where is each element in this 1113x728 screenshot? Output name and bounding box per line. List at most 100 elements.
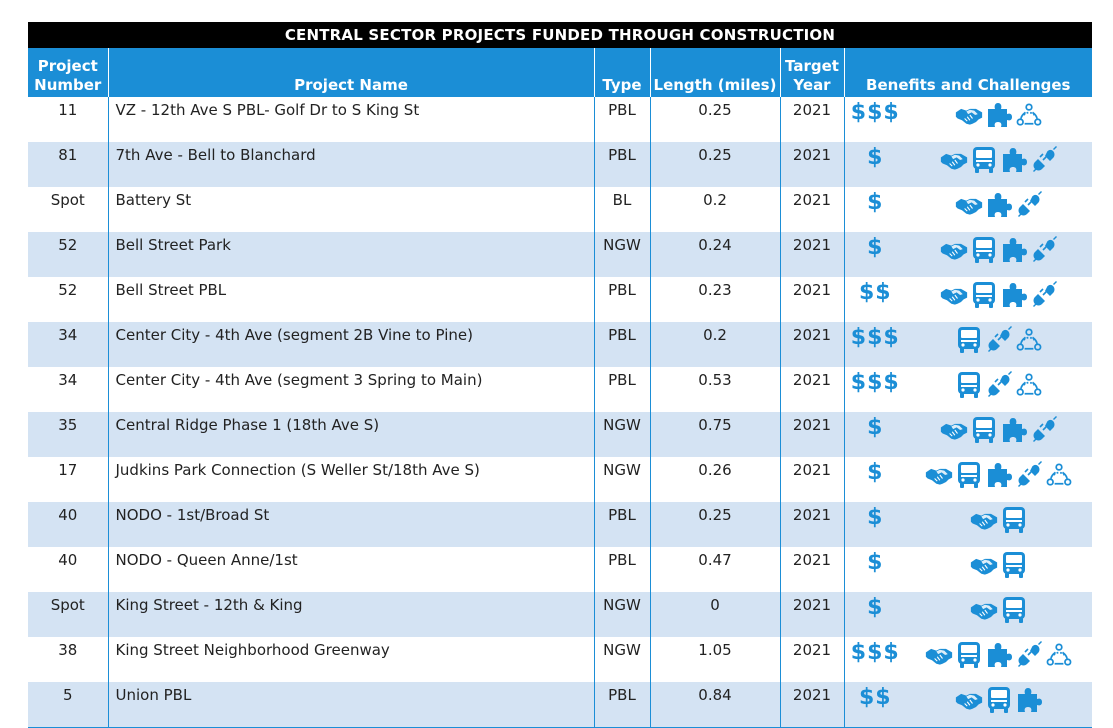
table-row: Spot Battery St BL 0.2 2021 $ [28, 187, 1093, 232]
cell-type: PBL [593, 367, 650, 412]
cell-benefits-icons [906, 637, 1093, 682]
cell-cost: $$$ [843, 637, 906, 682]
cell-cost: $$$ [843, 367, 906, 412]
cell-benefits-icons [906, 457, 1093, 502]
cell-benefits-icons [906, 277, 1093, 322]
bus-icon [955, 326, 983, 354]
handshake-icon [970, 596, 998, 624]
bus-icon [970, 281, 998, 309]
puzzle-icon [1000, 146, 1028, 174]
cell-project-name: Center City - 4th Ave (segment 3 Spring … [107, 367, 594, 412]
puzzle-icon [985, 191, 1013, 219]
cell-cost: $$$ [843, 97, 906, 142]
bus-icon [955, 371, 983, 399]
cell-target-year: 2021 [779, 547, 844, 592]
puzzle-icon [1000, 281, 1028, 309]
handshake-icon [925, 641, 953, 669]
cell-benefits-icons [906, 502, 1093, 547]
cell-cost: $$$ [843, 322, 906, 367]
cell-project-name: King Street Neighborhood Greenway [107, 637, 594, 682]
cell-project-name: Central Ridge Phase 1 (18th Ave S) [107, 412, 594, 457]
table-row: 52 Bell Street PBL PBL 0.23 2021 $$ [28, 277, 1093, 322]
plug-icon [1015, 641, 1043, 669]
cell-project-number: 40 [28, 547, 108, 592]
header-target-year: Target Year [779, 48, 844, 97]
cell-type: PBL [593, 547, 650, 592]
header-length: Length (miles) [649, 48, 780, 97]
cell-length: 0.2 [649, 187, 780, 232]
projects-table: Project Number Project Name Type Length (… [28, 48, 1093, 728]
cell-benefits-icons [906, 187, 1093, 232]
cell-cost: $ [843, 457, 906, 502]
cell-project-number: 52 [28, 277, 108, 322]
cell-target-year: 2021 [779, 457, 844, 502]
cell-length: 0.25 [649, 502, 780, 547]
puzzle-icon [985, 101, 1013, 129]
plug-icon [1030, 416, 1058, 444]
cell-length: 0.47 [649, 547, 780, 592]
table-row: 34 Center City - 4th Ave (segment 3 Sprin… [28, 367, 1093, 412]
cell-cost: $ [843, 232, 906, 277]
cell-project-name: King Street - 12th & King [107, 592, 594, 637]
cell-project-number: 5 [28, 682, 108, 728]
bus-icon [1000, 596, 1028, 624]
cell-project-number: 11 [28, 97, 108, 142]
projects-table-container: CENTRAL SECTOR PROJECTS FUNDED THROUGH C… [28, 22, 1093, 728]
cell-target-year: 2021 [779, 232, 844, 277]
cell-project-number: 38 [28, 637, 108, 682]
cell-target-year: 2021 [779, 322, 844, 367]
bus-icon [970, 236, 998, 264]
cell-project-number: 52 [28, 232, 108, 277]
header-type: Type [593, 48, 650, 97]
table-row: 35 Central Ridge Phase 1 (18th Ave S) NGW 0… [28, 412, 1093, 457]
cell-length: 0.23 [649, 277, 780, 322]
handshake-icon [955, 101, 983, 129]
cell-cost: $ [843, 412, 906, 457]
table-row: 11 VZ - 12th Ave S PBL- Golf Dr to S King… [28, 97, 1093, 142]
handshake-icon [955, 191, 983, 219]
plug-icon [985, 371, 1013, 399]
table-body: 11 VZ - 12th Ave S PBL- Golf Dr to S King… [28, 97, 1093, 728]
cell-length: 0.25 [649, 97, 780, 142]
cell-length: 0.75 [649, 412, 780, 457]
cell-project-number: 34 [28, 367, 108, 412]
cell-project-name: Bell Street PBL [107, 277, 594, 322]
cell-length: 0.26 [649, 457, 780, 502]
cell-length: 0.84 [649, 682, 780, 728]
header-year-line1: Target [785, 57, 839, 75]
table-row: 5 Union PBL PBL 0.84 2021 $$ [28, 682, 1093, 728]
handshake-icon [940, 416, 968, 444]
handshake-icon [925, 461, 953, 489]
bus-icon [970, 146, 998, 174]
plug-icon [985, 326, 1013, 354]
table-row: 52 Bell Street Park NGW 0.24 2021 $ [28, 232, 1093, 277]
cell-project-number: 17 [28, 457, 108, 502]
cell-type: PBL [593, 142, 650, 187]
cell-length: 0.25 [649, 142, 780, 187]
bus-icon [955, 461, 983, 489]
community-icon [1045, 641, 1073, 669]
cell-cost: $ [843, 592, 906, 637]
cell-target-year: 2021 [779, 187, 844, 232]
handshake-icon [940, 281, 968, 309]
plug-icon [1030, 236, 1058, 264]
cell-project-name: NODO - 1st/Broad St [107, 502, 594, 547]
cell-target-year: 2021 [779, 412, 844, 457]
cell-cost: $ [843, 142, 906, 187]
table-row: 40 NODO - 1st/Broad St PBL 0.25 2021 $ [28, 502, 1093, 547]
cell-benefits-icons [906, 322, 1093, 367]
header-year-line2: Year [793, 76, 831, 94]
cell-type: NGW [593, 412, 650, 457]
cell-target-year: 2021 [779, 367, 844, 412]
bus-icon [985, 686, 1013, 714]
table-row: 38 King Street Neighborhood Greenway NGW 1.… [28, 637, 1093, 682]
cell-project-name: 7th Ave - Bell to Blanchard [107, 142, 594, 187]
cell-type: NGW [593, 232, 650, 277]
cell-project-name: Center City - 4th Ave (segment 2B Vine t… [107, 322, 594, 367]
cell-type: PBL [593, 502, 650, 547]
cell-project-name: Union PBL [107, 682, 594, 728]
cell-cost: $ [843, 547, 906, 592]
community-icon [1015, 101, 1043, 129]
handshake-icon [940, 236, 968, 264]
cell-project-number: 81 [28, 142, 108, 187]
